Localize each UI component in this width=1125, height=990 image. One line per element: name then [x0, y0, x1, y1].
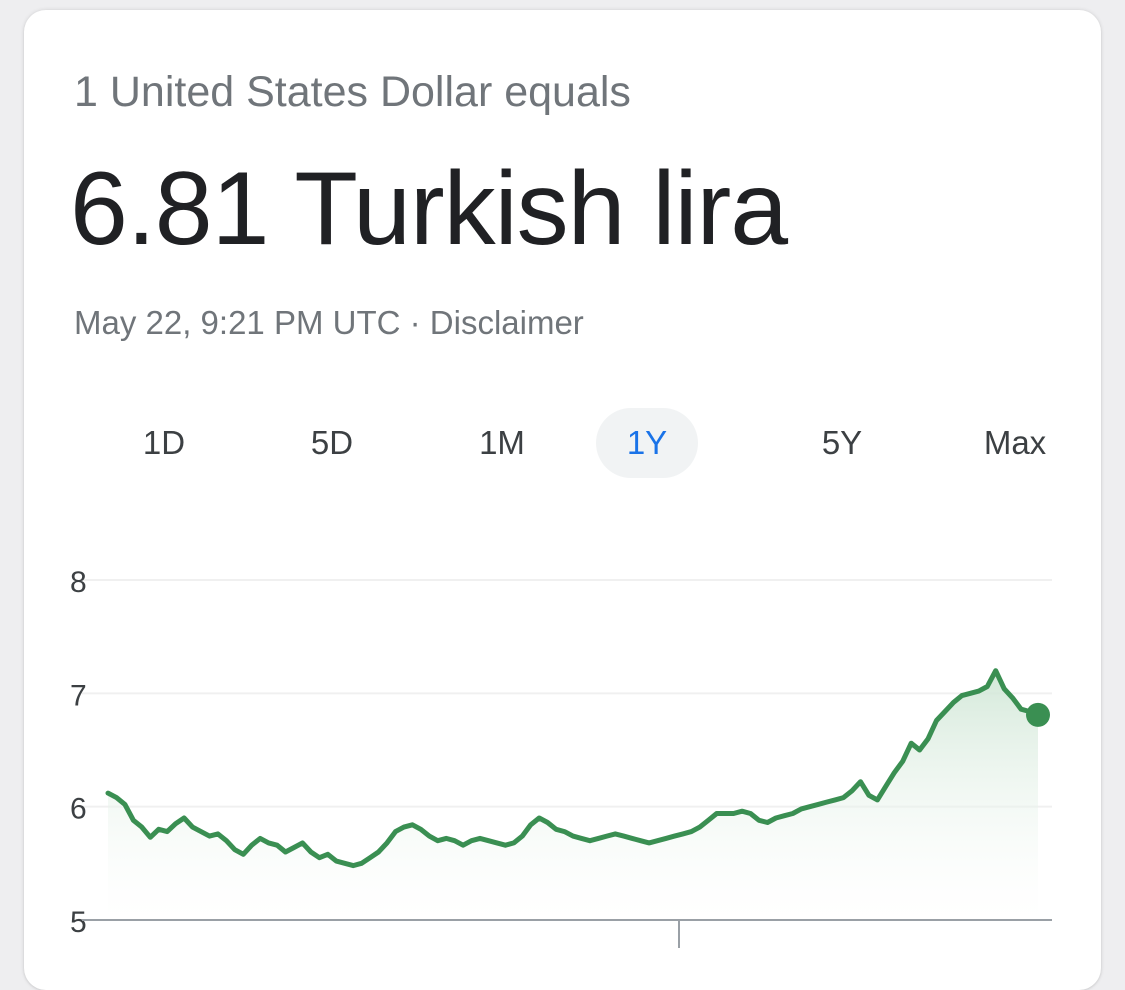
y-tick-label: 7	[70, 679, 87, 712]
y-tick-label: 5	[70, 906, 87, 939]
y-tick-label: 6	[70, 793, 87, 826]
timestamp-line: May 22, 9:21 PM UTC · Disclaimer	[74, 304, 584, 342]
range-tab-5y[interactable]: 5Y	[821, 424, 863, 461]
y-tick-label: 8	[70, 566, 87, 599]
range-selector: 1D 5D 1M 1Y 5Y Max	[54, 408, 1074, 488]
conversion-rate: 6.81 Turkish lira	[70, 151, 788, 267]
conversion-subtitle: 1 United States Dollar equals	[74, 68, 631, 116]
timestamp-separator: ·	[400, 304, 430, 341]
chart-last-point	[1026, 702, 1050, 727]
y-axis-ticks: 8 7 6 5	[70, 566, 87, 939]
disclaimer-link[interactable]: Disclaimer	[429, 304, 584, 341]
range-tab-1y[interactable]: 1Y	[596, 408, 698, 478]
range-tab-max[interactable]: Max	[983, 424, 1047, 461]
range-tab-1m[interactable]: 1M	[479, 424, 525, 461]
currency-converter-card: 1 United States Dollar equals 6.81 Turki…	[24, 10, 1101, 990]
chart-area-fill	[108, 670, 1038, 920]
range-tab-5d[interactable]: 5D	[310, 424, 354, 461]
exchange-rate-chart[interactable]: 8 7 6 5	[24, 550, 1101, 990]
chart-series-line	[105, 668, 1041, 869]
range-tab-1d[interactable]: 1D	[142, 424, 186, 461]
timestamp: May 22, 9:21 PM UTC	[74, 304, 401, 341]
